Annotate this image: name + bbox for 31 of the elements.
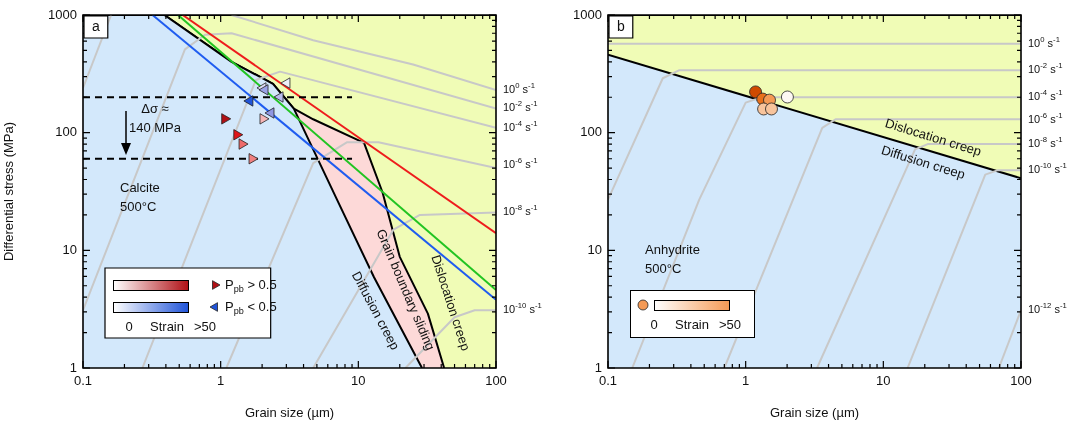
annotation: >50: [718, 316, 742, 334]
x-axis-title: Grain size (µm): [769, 404, 860, 420]
strain-key: 0 Strain >50: [630, 290, 755, 338]
y-tick-label: 10: [587, 241, 602, 257]
y-tick-label: 100: [55, 124, 77, 140]
x-tick-label: 10: [876, 373, 891, 389]
x-tick-label: 0.1: [73, 373, 93, 389]
x-tick-label: 10: [351, 373, 366, 389]
x-tick-label: 0.1: [598, 373, 618, 389]
chart-title: a: [92, 17, 100, 34]
y-axis-title: Differential stress (MPa): [1, 121, 17, 262]
x-tick-label: 1: [742, 373, 750, 389]
x-axis-title: Grain size (µm): [244, 404, 335, 420]
x-tick-label: 100: [485, 373, 507, 389]
y-tick-label: 100: [580, 124, 602, 140]
annotation: >50: [193, 318, 217, 334]
y-tick-label: 1: [594, 359, 602, 375]
y-tick-label: 1000: [48, 6, 77, 22]
annotation: 0: [650, 316, 658, 334]
y-tick-label: 10: [62, 241, 77, 257]
y-tick-label: 1000: [573, 6, 602, 22]
x-tick-label: 1: [217, 373, 225, 389]
annotation: Calcite 500°C: [120, 180, 160, 214]
y-tick-label: 1: [69, 359, 77, 375]
annotation: 0: [125, 318, 133, 334]
chart-title: b: [617, 17, 625, 34]
annotation: Anhydrite 500°C: [645, 242, 700, 276]
annotation: Strain: [675, 316, 709, 334]
annotation: Δσ ≈ 140 MPa: [128, 101, 182, 135]
x-tick-label: 100: [1010, 373, 1032, 389]
annotation: Strain: [150, 318, 184, 334]
